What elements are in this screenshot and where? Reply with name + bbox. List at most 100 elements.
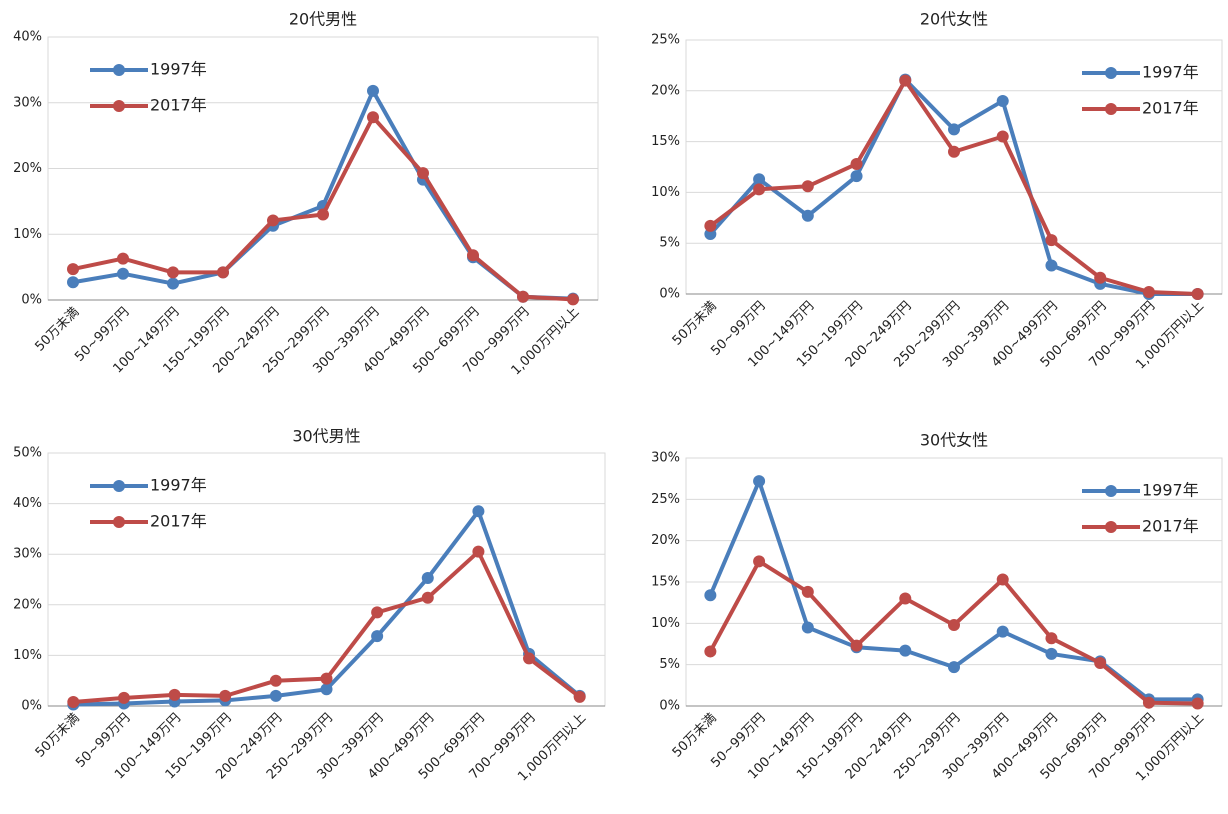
point [753, 183, 766, 196]
legend-marker [113, 480, 125, 492]
x-tick-label: 50万未満 [33, 711, 83, 761]
y-tick-label: 30% [13, 95, 42, 110]
point [850, 170, 863, 183]
point [67, 695, 80, 708]
legend-marker [113, 516, 125, 528]
legend-label: 2017年 [150, 512, 207, 531]
y-tick-label: 20% [13, 597, 42, 612]
y-tick-label: 40% [13, 496, 42, 511]
point [948, 145, 960, 158]
point [467, 249, 479, 262]
point [1094, 271, 1107, 284]
point [421, 571, 434, 584]
y-tick-label: 5% [659, 236, 680, 251]
point [371, 606, 384, 619]
point [1191, 288, 1204, 300]
y-tick-label: 0% [659, 287, 680, 302]
legend-label: 1997年 [1142, 63, 1199, 82]
point [801, 585, 814, 598]
point [573, 690, 586, 703]
point [567, 293, 579, 306]
point [217, 266, 229, 279]
point [320, 683, 333, 696]
point [267, 214, 279, 227]
point [996, 130, 1009, 143]
point [167, 266, 179, 279]
chart: 30代男性0%10%20%30%40%50%50万未満50~99万円100~14… [13, 427, 606, 784]
point [1045, 647, 1058, 660]
y-tick-label: 30% [651, 451, 680, 466]
point [948, 661, 960, 674]
point [117, 252, 129, 265]
y-tick-label: 30% [13, 547, 42, 562]
point [1191, 697, 1204, 710]
y-tick-label: 15% [651, 575, 680, 590]
point [367, 111, 379, 124]
point [472, 545, 485, 558]
point [1045, 259, 1058, 272]
point [67, 276, 79, 289]
point [421, 591, 434, 604]
y-tick-label: 10% [13, 648, 42, 663]
point [367, 84, 379, 97]
chart: 20代男性0%10%20%30%40%50万未満50~99万円100~149万円… [13, 10, 599, 378]
chart-title: 20代女性 [920, 10, 988, 29]
series-line [708, 559, 1198, 706]
point [269, 689, 282, 702]
legend-marker [1105, 103, 1117, 115]
legend-label: 1997年 [1142, 481, 1199, 500]
point [801, 209, 814, 222]
y-tick-label: 20% [13, 161, 42, 176]
point [1045, 632, 1058, 645]
y-tick-label: 10% [651, 185, 680, 200]
x-tick-label: 50万未満 [32, 305, 82, 355]
point [472, 505, 485, 518]
chart-title: 20代男性 [289, 10, 357, 29]
point [996, 94, 1009, 107]
point [753, 173, 766, 186]
point [1142, 696, 1155, 709]
point [899, 592, 912, 605]
y-tick-label: 20% [651, 83, 680, 98]
legend-marker [1105, 521, 1117, 533]
point [219, 689, 232, 702]
point [1045, 234, 1058, 247]
x-tick-label: 50万未満 [670, 711, 720, 761]
point [1142, 285, 1155, 298]
legend-label: 2017年 [1142, 517, 1199, 536]
series-line [709, 78, 1198, 296]
point [996, 625, 1009, 638]
point [899, 74, 912, 87]
point [320, 672, 333, 685]
y-tick-label: 25% [651, 33, 680, 48]
chart-title: 30代女性 [920, 431, 988, 450]
point [523, 652, 536, 665]
point [996, 573, 1009, 586]
point [371, 630, 384, 643]
legend-label: 2017年 [150, 96, 207, 115]
y-tick-label: 25% [651, 492, 680, 507]
legend-label: 1997年 [150, 60, 207, 79]
y-tick-label: 0% [21, 699, 42, 714]
point [117, 267, 129, 280]
point [168, 688, 181, 701]
y-tick-label: 10% [651, 616, 680, 631]
point [704, 645, 717, 658]
point [269, 674, 282, 687]
y-tick-label: 20% [651, 533, 680, 548]
x-tick-label: 50万未満 [670, 299, 720, 349]
plot-border [47, 452, 606, 707]
legend-label: 2017年 [1142, 99, 1199, 118]
legend-marker [113, 100, 125, 112]
point [850, 639, 863, 652]
point [801, 621, 814, 634]
point [948, 618, 960, 631]
legend-marker [1105, 67, 1117, 79]
y-tick-label: 5% [659, 657, 680, 672]
y-tick-label: 0% [21, 293, 42, 308]
point [317, 208, 329, 221]
y-tick-label: 15% [651, 134, 680, 149]
y-tick-label: 50% [13, 446, 42, 461]
point [167, 277, 179, 290]
